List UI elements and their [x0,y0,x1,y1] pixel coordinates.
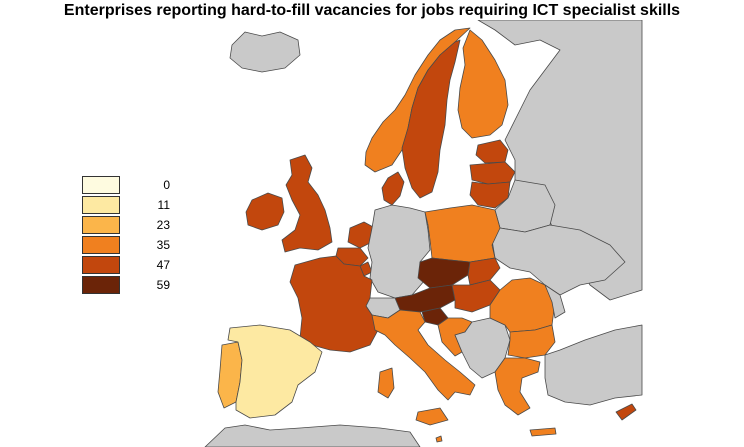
region-greece-crete [529,427,557,437]
region-north-africa [204,424,421,447]
legend-label: 47 [156,258,170,272]
region-italy [371,309,476,401]
legend-swatch [82,216,120,234]
legend-item: 47 [82,256,172,276]
legend-label: 0 [163,178,170,192]
region-denmark [381,171,405,206]
region-malta [435,435,443,443]
region-cyprus [615,403,637,421]
map-legend: 0 11 23 35 47 59 [82,176,172,298]
legend-swatch [82,256,120,274]
legend-item: 35 [82,236,172,256]
legend-label: 23 [156,218,170,232]
legend-label: 35 [156,238,170,252]
region-iceland [229,31,301,73]
region-finland [457,29,509,139]
region-bulgaria [507,324,556,359]
legend-item: 11 [82,196,172,216]
region-italy-sardinia [377,367,395,399]
legend-item: 23 [82,216,172,236]
region-italy-sicily [415,407,449,426]
legend-label: 59 [156,278,170,292]
legend-swatch [82,176,120,194]
legend-swatch [82,196,120,214]
region-germany [367,204,431,299]
region-ukraine [491,224,626,296]
legend-label: 11 [157,198,170,212]
legend-swatch [82,276,120,294]
region-ireland [245,192,285,231]
region-latvia [469,161,516,185]
region-moldova [544,284,566,319]
map-title: Enterprises reporting hard-to-fill vacan… [63,2,681,19]
legend-swatch [82,236,120,254]
region-spain [227,324,323,419]
region-russia [477,20,643,301]
region-sweden [401,39,461,199]
region-lithuania [469,181,511,209]
region-turkey [544,324,643,406]
region-greece [494,357,541,416]
europe-map [0,20,744,447]
legend-item: 59 [82,276,172,296]
legend-item: 0 [82,176,172,196]
region-poland [424,204,501,263]
region-united-kingdom [281,154,333,253]
region-romania [489,277,556,333]
